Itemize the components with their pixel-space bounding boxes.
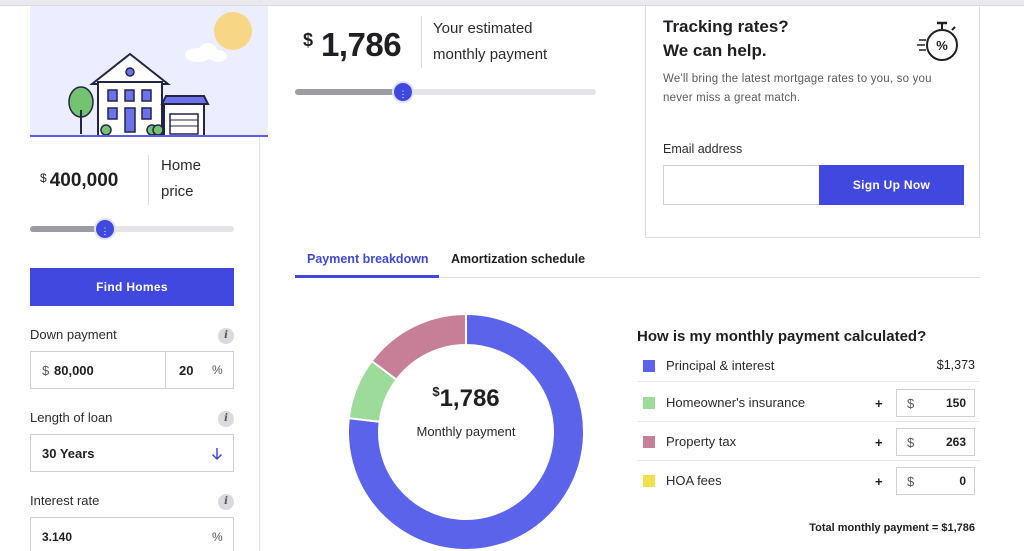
donut-center-value: $1,786 [346, 384, 586, 413]
donut-slice-principal [347, 312, 585, 551]
loan-length-label: Length of loan [30, 410, 113, 425]
home-price-label-line1: Home [161, 157, 202, 174]
percent-sign: % [212, 363, 223, 377]
house-illustration-svg [68, 12, 252, 135]
estimate-value: 1,786 [321, 26, 402, 63]
hoa-label: HOA fees [666, 473, 722, 488]
tax-currency: $ [907, 435, 915, 450]
down-payment-currency: $ [42, 363, 50, 378]
home-price-slider-thumb[interactable]: ⋮ [94, 218, 116, 240]
payment-slider-fill [295, 89, 403, 95]
donut-amount: 1,786 [439, 385, 500, 412]
stopwatch-percent-icon: % [916, 18, 962, 64]
tracking-rates-card: Tracking rates? We can help. % We'll bri… [645, 6, 980, 238]
email-input[interactable] [663, 165, 820, 205]
payment-slider[interactable] [295, 89, 596, 95]
hoa-color-swatch [643, 475, 655, 487]
loan-length-value: 30 Years [42, 446, 95, 461]
breakdown-title: How is my monthly payment calculated? [637, 328, 927, 345]
donut-slice-tax [370, 312, 467, 382]
info-icon[interactable]: i [218, 494, 234, 510]
home-price-slider[interactable] [30, 226, 234, 232]
tracking-title-line2: We can help. [663, 41, 767, 60]
tax-color-swatch [643, 436, 655, 448]
email-label: Email address [663, 142, 743, 156]
estimate-currency: $ [303, 30, 314, 50]
down-payment-amount: 80,000 [54, 363, 94, 378]
payment-donut-chart [346, 312, 586, 551]
home-price-slider-fill [30, 226, 105, 232]
donut-center-label: Monthly payment [416, 424, 516, 439]
insurance-amount: 150 [945, 396, 966, 410]
divider [421, 16, 422, 68]
estimate-label-line1: Your estimated [433, 20, 533, 37]
divider [148, 155, 149, 205]
hoa-currency: $ [907, 474, 915, 489]
down-payment-amount-input[interactable]: $ 80,000 [30, 351, 166, 389]
percent-sign: % [212, 530, 223, 544]
down-payment-label: Down payment [30, 327, 117, 342]
tax-label: Property tax [666, 434, 737, 449]
tax-amount: 263 [945, 435, 966, 449]
total-monthly-payment: Total monthly payment = $1,786 [809, 522, 975, 534]
plus-sign: + [875, 474, 883, 489]
tracking-description: We'll bring the latest mortgage rates to… [663, 70, 932, 108]
row-divider [637, 381, 980, 382]
tracking-title-line1: Tracking rates? [663, 17, 789, 36]
top-bar [0, 0, 1024, 6]
interest-rate-label: Interest rate [30, 493, 100, 508]
home-price-currency: $ [40, 171, 47, 185]
plus-sign: + [875, 435, 883, 450]
row-divider [637, 421, 980, 422]
home-price-amount: 400,000 [49, 170, 119, 191]
down-payment-percent-input[interactable]: 20 % [165, 351, 234, 389]
insurance-currency: $ [907, 396, 915, 411]
estimate-label-line2: monthly payment [433, 46, 548, 63]
donut-svg [347, 312, 585, 551]
home-price-value: $400,000 [40, 170, 118, 192]
hoa-amount: 0 [959, 474, 966, 488]
tax-input[interactable]: $ 263 [896, 428, 975, 456]
tab-amortization-schedule[interactable]: Amortization schedule [451, 252, 586, 266]
find-homes-button[interactable]: Find Homes [30, 268, 234, 306]
plus-sign: + [875, 396, 883, 411]
arrow-down-icon [211, 448, 223, 461]
row-divider [637, 460, 980, 461]
hoa-input[interactable]: $ 0 [896, 467, 975, 495]
tab-payment-breakdown[interactable]: Payment breakdown [307, 252, 429, 266]
left-panel [0, 0, 260, 551]
insurance-input[interactable]: $ 150 [896, 389, 975, 417]
estimate-label: Your estimated monthly payment [433, 16, 547, 68]
info-icon[interactable]: i [218, 411, 234, 427]
sign-up-button[interactable]: Sign Up Now [819, 165, 964, 205]
donut-currency: $ [432, 384, 440, 399]
interest-rate-value: 3.140 [42, 530, 73, 544]
principal-label: Principal & interest [666, 358, 775, 373]
insurance-label: Homeowner's insurance [666, 395, 806, 410]
info-icon[interactable]: i [218, 328, 234, 344]
payment-slider-thumb[interactable]: ⋮ [392, 81, 414, 103]
principal-color-swatch [643, 360, 655, 372]
tracking-title: Tracking rates? We can help. [663, 15, 789, 63]
tracking-description-line2: never miss a great match. [663, 92, 801, 104]
down-payment-percent: 20 [179, 363, 194, 378]
tracking-description-line1: We'll bring the latest mortgage rates to… [663, 73, 932, 85]
stopwatch-glyph: % [936, 38, 948, 53]
principal-value: $1,373 [936, 358, 975, 372]
tabs-divider [295, 277, 980, 278]
home-price-label: Home price [161, 153, 201, 205]
house-illustration [30, 6, 268, 137]
interest-rate-input[interactable]: 3.140 % [30, 517, 234, 551]
loan-length-select[interactable]: 30 Years [30, 434, 234, 472]
insurance-color-swatch [643, 397, 655, 409]
active-tab-indicator [295, 275, 439, 278]
home-price-label-line2: price [161, 183, 194, 200]
